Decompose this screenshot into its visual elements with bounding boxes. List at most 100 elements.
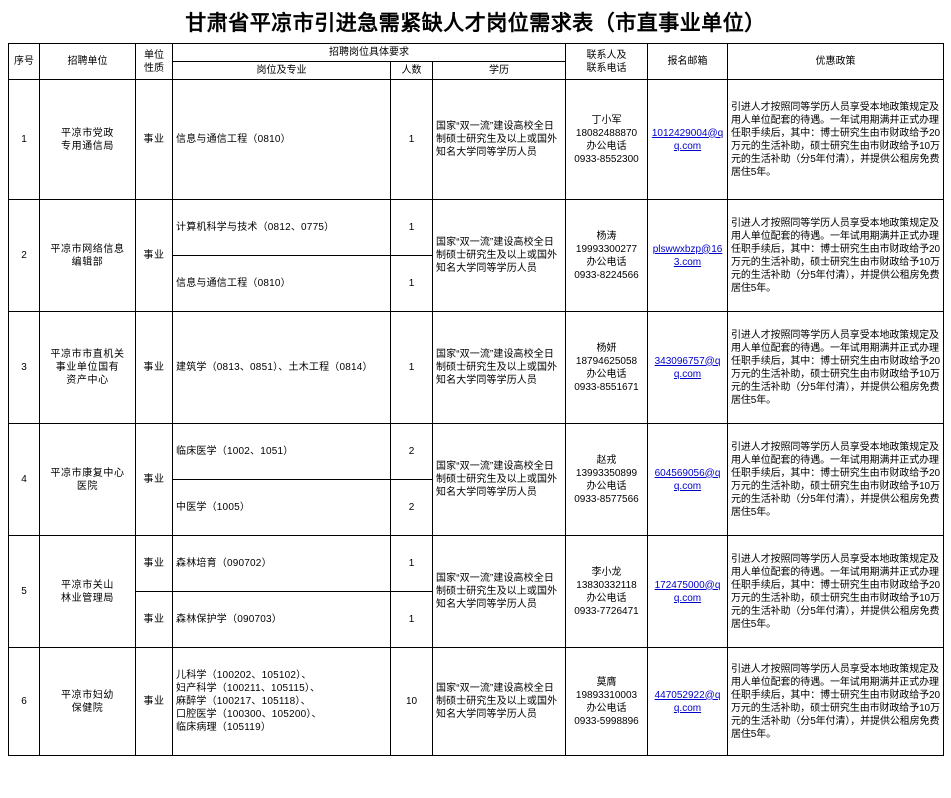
cell-position-major: 信息与通信工程（0810） — [172, 255, 391, 312]
email-link[interactable]: 172475000@qq.com — [654, 579, 721, 604]
cell-application-email[interactable]: plswwxbzp@163.com — [647, 199, 728, 312]
contact-mobile: 19893310003 — [575, 689, 638, 701]
cell-serial-number: 3 — [8, 311, 40, 424]
contact-person-name: 杨妍 — [596, 342, 617, 354]
email-link[interactable]: 604569056@qq.com — [654, 467, 721, 492]
cell-application-email[interactable]: 343096757@qq.com — [647, 311, 728, 424]
cell-serial-number: 2 — [8, 199, 40, 312]
col-header-requirements-group: 招聘岗位具体要求 — [172, 43, 566, 62]
cell-headcount: 1 — [390, 79, 433, 200]
office-phone-number: 0933-8551671 — [574, 381, 639, 393]
cell-education-requirement: 国家“双一流”建设高校全日制硕士研究生及以上或国外知名大学同等学历人员 — [432, 311, 566, 424]
cell-headcount: 1 — [390, 199, 433, 256]
cell-recruiting-unit: 平凉市党政 专用通信局 — [39, 79, 136, 200]
cell-education-requirement: 国家“双一流”建设高校全日制硕士研究生及以上或国外知名大学同等学历人员 — [432, 647, 566, 756]
cell-education-requirement: 国家“双一流”建设高校全日制硕士研究生及以上或国外知名大学同等学历人员 — [432, 79, 566, 200]
cell-preferential-policy: 引进人才按照同等学历人员享受本地政策规定及用人单位配套的待遇。一年试用期满并正式… — [727, 423, 944, 536]
cell-application-email[interactable]: 447052922@qq.com — [647, 647, 728, 756]
header-row-sub: 岗位及专业 人数 学历 — [9, 61, 944, 80]
cell-headcount: 10 — [390, 647, 433, 756]
office-phone-number: 0933-8577566 — [574, 493, 639, 505]
cell-headcount: 1 — [390, 535, 433, 592]
email-link[interactable]: 343096757@qq.com — [654, 355, 721, 380]
cell-application-email[interactable]: 1012429004@qq.com — [647, 79, 728, 200]
office-phone-label: 办公电话 — [586, 592, 627, 604]
cell-headcount: 1 — [390, 255, 433, 312]
col-header-nature: 单位 性质 — [135, 43, 173, 80]
cell-unit-nature: 事业 — [135, 535, 173, 592]
cell-contact: 莫膺 19893310003 办公电话 0933-5998896 — [565, 647, 648, 756]
table-row: 3 平凉市市直机关 事业单位国有 资产中心 事业 建筑学（0813、0851）、土木工… — [8, 311, 944, 424]
col-header-contact: 联系人及 联系电话 — [565, 43, 648, 80]
cell-preferential-policy: 引进人才按照同等学历人员享受本地政策规定及用人单位配套的待遇。一年试用期满并正式… — [727, 647, 944, 756]
cell-unit-nature: 事业 — [135, 79, 173, 200]
contact-person-name: 赵戎 — [596, 454, 617, 466]
contact-mobile: 19993300277 — [575, 243, 638, 255]
col-header-policy: 优惠政策 — [727, 43, 944, 80]
cell-contact: 杨妍 18794625058 办公电话 0933-8551671 — [565, 311, 648, 424]
office-phone-label: 办公电话 — [586, 256, 627, 268]
header-row-top: 序号 招聘单位 单位 性质 招聘岗位具体要求 联系人及 联系电话 报名邮箱 优惠… — [8, 43, 944, 80]
cell-education-requirement: 国家“双一流”建设高校全日制硕士研究生及以上或国外知名大学同等学历人员 — [432, 535, 566, 648]
contact-mobile: 13830332118 — [576, 579, 637, 591]
cell-serial-number: 5 — [8, 535, 40, 648]
cell-unit-nature: 事业 — [135, 311, 173, 424]
cell-contact: 赵戎 13993350899 办公电话 0933-8577566 — [565, 423, 648, 536]
job-requirements-table: 序号 招聘单位 单位 性质 招聘岗位具体要求 联系人及 联系电话 报名邮箱 优惠… — [8, 43, 944, 756]
col-header-no: 序号 — [8, 43, 40, 80]
office-phone-label: 办公电话 — [586, 140, 627, 152]
cell-headcount: 2 — [390, 479, 433, 536]
col-header-major: 岗位及专业 — [172, 61, 391, 80]
contact-person-name: 李小龙 — [591, 566, 622, 578]
email-link[interactable]: plswwxbzp@163.com — [652, 243, 723, 268]
cell-unit-nature: 事业 — [135, 199, 173, 312]
cell-preferential-policy: 引进人才按照同等学历人员享受本地政策规定及用人单位配套的待遇。一年试用期满并正式… — [727, 311, 944, 424]
office-phone-label: 办公电话 — [586, 480, 627, 492]
contact-mobile: 18794625058 — [575, 355, 638, 367]
cell-contact: 李小龙 13830332118 办公电话 0933-7726471 — [565, 535, 648, 648]
table-header: 序号 招聘单位 单位 性质 招聘岗位具体要求 联系人及 联系电话 报名邮箱 优惠… — [8, 43, 944, 80]
cell-preferential-policy: 引进人才按照同等学历人员享受本地政策规定及用人单位配套的待遇。一年试用期满并正式… — [727, 199, 944, 312]
col-header-count: 人数 — [390, 61, 433, 80]
cell-headcount: 1 — [390, 311, 433, 424]
cell-serial-number: 4 — [8, 423, 40, 536]
table-row: 6 平凉市妇幼 保健院 事业 儿科学（100202、105102）、 妇产科学（100… — [8, 647, 944, 756]
cell-position-major: 森林培育（090702） — [172, 535, 391, 592]
cell-position-major: 森林保护学（090703） — [172, 591, 391, 648]
col-header-unit: 招聘单位 — [39, 43, 136, 80]
cell-position-major: 计算机科学与技术（0812、0775） — [172, 199, 391, 256]
table-row: 4 平凉市康复中心 医院 事业 临床医学（1002、1051） 2 国家“双一流”建设高校… — [8, 423, 944, 536]
contact-person-name: 杨涛 — [596, 230, 617, 242]
cell-preferential-policy: 引进人才按照同等学历人员享受本地政策规定及用人单位配套的待遇。一年试用期满并正式… — [727, 535, 944, 648]
cell-position-major: 临床医学（1002、1051） — [172, 423, 391, 480]
cell-contact: 杨涛 19993300277 办公电话 0933-8224566 — [565, 199, 648, 312]
contact-mobile: 18082488870 — [575, 127, 638, 139]
cell-education-requirement: 国家“双一流”建设高校全日制硕士研究生及以上或国外知名大学同等学历人员 — [432, 199, 566, 312]
cell-unit-nature: 事业 — [135, 647, 173, 756]
cell-education-requirement: 国家“双一流”建设高校全日制硕士研究生及以上或国外知名大学同等学历人员 — [432, 423, 566, 536]
contact-person-name: 丁小军 — [591, 114, 622, 126]
email-link[interactable]: 1012429004@qq.com — [651, 127, 724, 152]
cell-preferential-policy: 引进人才按照同等学历人员享受本地政策规定及用人单位配套的待遇。一年试用期满并正式… — [727, 79, 944, 200]
email-link[interactable]: 447052922@qq.com — [654, 689, 721, 714]
cell-unit-nature: 事业 — [135, 423, 173, 536]
cell-application-email[interactable]: 172475000@qq.com — [647, 535, 728, 648]
cell-position-major: 建筑学（0813、0851）、土木工程（0814） — [172, 311, 391, 424]
contact-mobile: 13993350899 — [575, 467, 638, 479]
col-header-email: 报名邮箱 — [647, 43, 728, 80]
page-title: 甘肃省平凉市引进急需紧缺人才岗位需求表（市直事业单位） — [185, 11, 766, 35]
table-row: 1 平凉市党政 专用通信局 事业 信息与通信工程（0810） 1 国家“双一流”建设高校全… — [8, 79, 944, 200]
office-phone-number: 0933-8224566 — [574, 269, 639, 281]
table-row: 信息与通信工程（0810） 1 — [9, 255, 944, 312]
office-phone-label: 办公电话 — [586, 702, 627, 714]
office-phone-number: 0933-5998896 — [574, 715, 639, 727]
office-phone-label: 办公电话 — [586, 368, 627, 380]
table-row: 5 平凉市关山 林业管理局 事业 森林培育（090702） 1 国家“双一流”建设高校全日… — [8, 535, 944, 648]
office-phone-number: 0933-7726471 — [574, 605, 639, 617]
col-header-education: 学历 — [432, 61, 566, 80]
cell-unit-nature: 事业 — [135, 591, 173, 648]
cell-recruiting-unit: 平凉市妇幼 保健院 — [39, 647, 136, 756]
cell-contact: 丁小军 18082488870 办公电话 0933-8552300 — [565, 79, 648, 200]
cell-serial-number: 6 — [8, 647, 40, 756]
cell-application-email[interactable]: 604569056@qq.com — [647, 423, 728, 536]
